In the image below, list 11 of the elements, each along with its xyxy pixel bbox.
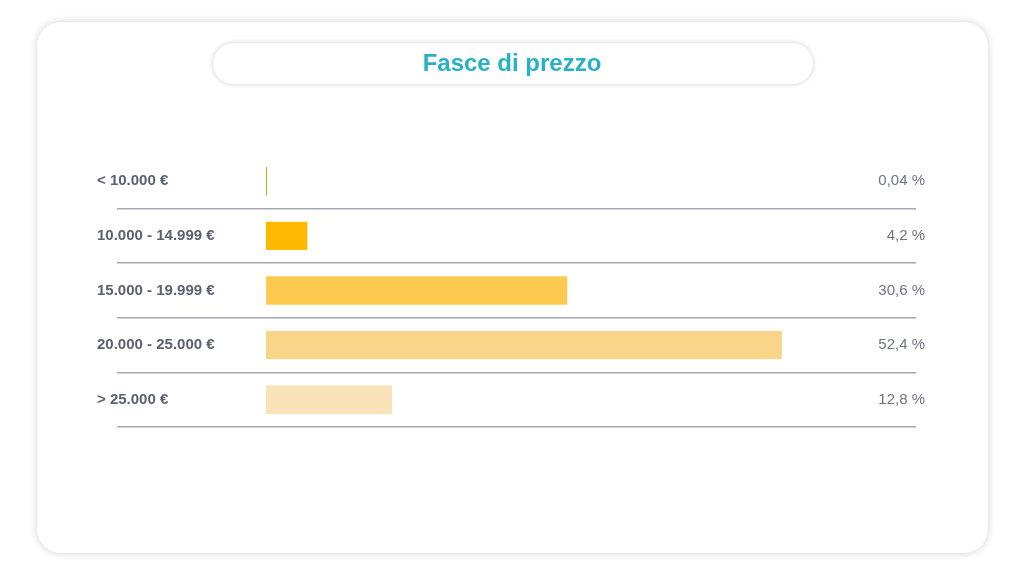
y-tick-label: 15.000 - 19.999 € [97,280,216,298]
y-tick-label: 10.000 - 14.999 € [97,226,216,244]
data-label: 12,8 % [878,389,925,407]
y-tick-label: < 10.000 € [97,171,169,189]
chart-title: Fasce di prezzo [422,49,602,76]
y-tick-label: > 25.000 € [97,389,169,407]
data-label: 52,4 % [878,335,925,353]
y-tick-label: 20.000 - 25.000 € [97,335,216,353]
data-label: 0,04 % [878,171,925,189]
data-label: 4,2 % [886,226,925,244]
data-label: 30,6 % [878,280,925,298]
